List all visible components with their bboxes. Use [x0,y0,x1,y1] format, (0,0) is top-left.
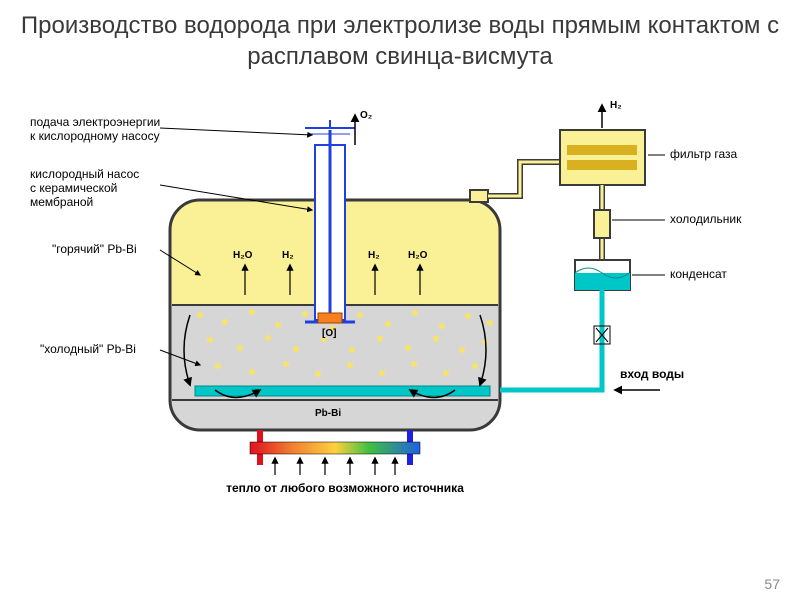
label-power-supply: подача электроэнергиик кислородному насо… [30,116,165,144]
chem-h2o-1: H₂O [233,250,252,261]
label-hot-pbbi: "горячий" Pb-Bi [52,243,162,257]
label-o2-pump: кислородный насосс керамическоймембраной [30,168,165,209]
chem-h2-2: H₂ [368,250,380,261]
chem-o2: O₂ [360,110,372,121]
gas-filter [560,105,645,185]
label-condensate: конденсат [670,268,727,282]
diagram-stage: подача электроэнергиик кислородному насо… [0,90,800,560]
chem-h2-1: H₂ [282,250,294,261]
label-pbbi-bottom: Pb-Bi [315,408,341,419]
label-heat-source: тепло от любого возможного источника [205,482,485,496]
page-title: Производство водорода при электролизе во… [0,10,800,72]
condensate-box [575,260,630,290]
label-oxygen-center: [О] [322,328,336,339]
label-gas-filter: фильтр газа [670,148,737,162]
label-cold-pbbi: "холодный" Pb-Bi [40,343,160,357]
label-water-in: вход воды [620,368,684,382]
chem-h2-out: H₂ [610,100,622,111]
label-cooler: холодильник [670,213,741,227]
chem-h2o-2: H₂O [408,250,427,261]
page-number: 57 [764,576,780,592]
